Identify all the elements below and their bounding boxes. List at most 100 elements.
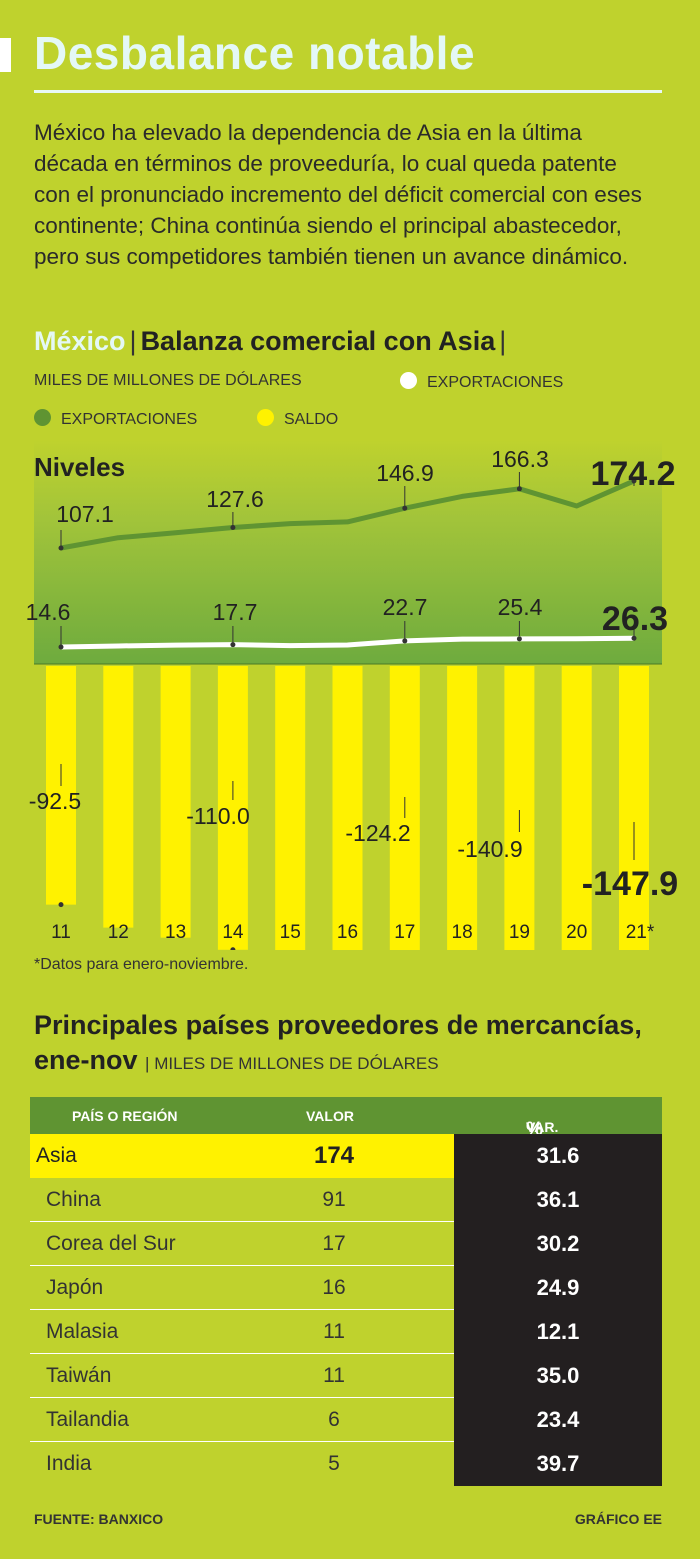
trade-balance-chart: Niveles 107.1 127.6 146.9 166.3 174.2 14.6 17.… [26,440,678,950]
row-left-cell: China 91 [30,1178,454,1222]
variation-percent: 30.2 [454,1222,662,1266]
chart-unit: MILES DE MILLONES DE DÓLARES [34,372,302,389]
chart-title: Balanza comercial con Asia [140,326,496,356]
import-value: 17 [322,1232,346,1255]
export-data-label-point [631,635,637,641]
balance-data-label: -140.9 [457,836,522,862]
x-tick-label: 12 [108,922,129,943]
balance-bar [504,666,535,950]
x-tick-label: 15 [280,922,301,943]
balance-bar [217,666,248,950]
chart-plot-band [34,440,662,664]
levels-label: Niveles [34,452,125,482]
title-rule [34,90,662,93]
row-left-cell: Tailandia 6 [30,1398,454,1442]
table-title: Principales países proveedores de mercan… [34,1010,642,1075]
import-data-label-point [58,545,64,551]
balance-bar [275,666,306,950]
x-tick-label: 14 [222,922,244,943]
variation-percent: 36.1 [454,1178,662,1222]
suppliers-table: PAÍS O REGIÓN VALOR VAR. % Asia 174 31.6 Ch… [30,1097,662,1486]
export-data-label-point [230,642,236,648]
x-tick-label: 19 [509,922,530,943]
chart-title-line: México | Balanza comercial con Asia | [34,326,510,357]
graphic-credit: GRÁFICO EE [574,1511,662,1527]
export-data-label: 25.4 [498,594,543,620]
balance-data-label-point [230,947,236,950]
imports-line [60,478,636,551]
export-data-label: 14.6 [26,599,71,625]
table-row: Corea del Sur 17 30.2 [30,1222,662,1266]
row-left-cell: India 5 [30,1442,454,1485]
import-data-label-point [402,505,408,511]
import-value: 11 [323,1320,345,1343]
export-data-label-point [58,644,64,650]
country-name: India [46,1452,92,1475]
line-series [60,478,636,650]
import-data-label: 107.1 [56,501,114,527]
variation-percent: 31.6 [454,1134,662,1178]
chart-footnote: *Datos para enero-noviembre. [34,956,249,973]
table-unit-text: MILES DE MILLONES DE DÓLARES [154,1054,439,1073]
data-labels: 107.1 127.6 146.9 166.3 174.2 14.6 17.7 22.7 25.… [26,446,678,950]
x-tick-label: 13 [165,922,186,943]
balance-bar [447,666,478,950]
title-marker [0,38,11,72]
export-data-label-point [516,636,522,642]
source-note: FUENTE: BANXICO [34,1511,164,1527]
table-row: Malasia 11 12.1 [30,1310,662,1354]
legend-white-label: EXPORTACIONES [427,374,564,391]
variation-percent: 12.1 [454,1310,662,1354]
table-row: India 5 39.7 [30,1442,662,1486]
table-row: Tailandia 6 23.4 [30,1398,662,1442]
balance-data-label: -110.0 [186,803,250,829]
import-data-label-point [631,478,637,484]
x-tick-label: 18 [452,922,473,943]
variation-percent: 35.0 [454,1354,662,1398]
row-left-cell: Japón 16 [30,1266,454,1310]
intro-paragraph: México ha elevado la dependencia de Asia… [34,120,642,269]
balance-data-label: -147.9 [582,865,678,903]
page-title: Desbalance notable [34,27,476,79]
import-value: 91 [322,1188,346,1211]
balance-bars [46,666,649,950]
balance-bar [561,666,592,950]
import-data-label: 166.3 [491,446,549,472]
country-name: Asia [36,1144,77,1167]
balance-bar [619,666,649,950]
x-axis-ticks: 11 12 13 14 15 16 17 18 19 20 21* [51,922,655,943]
export-data-label: 17.7 [213,599,258,625]
balance-data-label-point [58,902,64,908]
legend-green-label: EXPORTACIONES [61,411,198,428]
x-tick-label: 16 [337,922,358,943]
table-title-block: Principales países proveedores de mercan… [34,1008,674,1081]
legend-yellow-dot [257,409,274,426]
separator: | [499,326,507,356]
table-row: Asia 174 31.6 [30,1134,662,1178]
balance-bar [160,666,191,938]
header-var-text: VAR. [526,1119,559,1135]
variation-percent: 39.7 [454,1442,662,1486]
table-header: PAÍS O REGIÓN VALOR VAR. % [30,1097,662,1140]
legend-exports-green: EXPORTACIONES [34,409,197,429]
country-name: Taiwán [46,1364,112,1387]
variation-percent: 24.9 [454,1266,662,1310]
country-name: Japón [46,1276,104,1299]
header-value: VALOR [306,1108,354,1124]
chart-country: México [34,326,126,356]
row-left-cell: Malasia 11 [30,1310,454,1354]
import-value: 6 [328,1408,340,1431]
country-name: Malasia [46,1320,119,1343]
legend-balance: SALDO [257,409,338,429]
import-value: 16 [322,1276,346,1299]
import-value: 5 [328,1452,340,1475]
x-tick-label: 11 [51,922,71,943]
import-value: 174 [313,1142,355,1169]
import-data-label: 127.6 [206,486,264,512]
balance-data-label: -124.2 [345,820,410,846]
balance-bar [332,666,363,950]
export-data-label: 22.7 [383,594,428,620]
import-data-label: 146.9 [376,460,434,486]
variation-percent: 23.4 [454,1398,662,1442]
